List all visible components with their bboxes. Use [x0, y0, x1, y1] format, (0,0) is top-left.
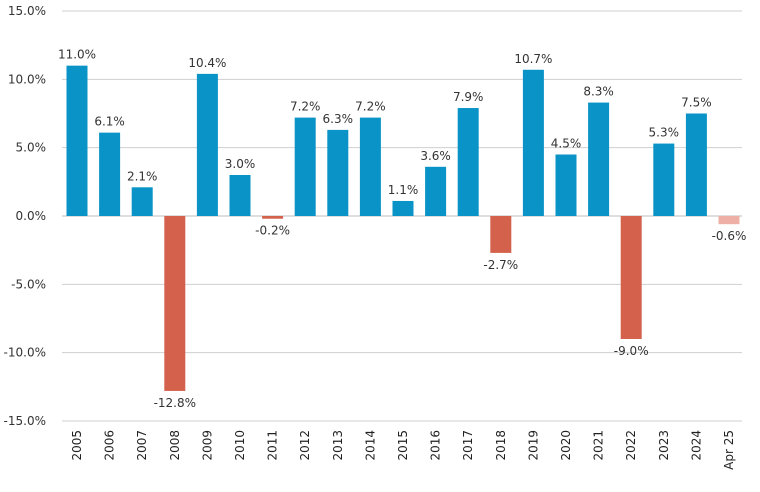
data-label: -0.6% [712, 229, 747, 243]
bar [294, 117, 316, 216]
bar [196, 73, 218, 216]
y-tick-label: 15.0% [8, 4, 46, 18]
x-tick-label: 2017 [461, 430, 475, 461]
data-label: 2.1% [127, 169, 158, 183]
x-tick-label: 2016 [429, 430, 443, 461]
x-axis-ticks: 2005 2006 2007 2008 2009 2010 2011 2012 2013 2014… [70, 430, 736, 470]
data-label: 3.6% [420, 149, 451, 163]
data-label: 5.3% [649, 126, 680, 140]
data-label: 7.2% [355, 100, 386, 114]
x-tick-label: 2006 [103, 430, 117, 461]
y-tick-label: -5.0% [11, 277, 46, 291]
bar [131, 187, 153, 216]
data-label: 10.7% [514, 52, 552, 66]
x-tick-label: 2009 [200, 430, 214, 461]
data-label: -9.0% [614, 344, 649, 358]
data-label: 7.9% [453, 90, 484, 104]
x-tick-label: 2010 [233, 430, 247, 461]
data-label: 4.5% [551, 137, 582, 151]
bar [588, 102, 610, 216]
data-labels: 11.0% 6.1% 2.1% -12.8% 10.4% 3.0% -0.2% 7.2%6.3… [58, 48, 746, 410]
y-tick-label: 10.0% [8, 72, 46, 86]
x-tick-label: 2014 [363, 430, 377, 461]
x-tick-label: 2019 [526, 430, 540, 461]
bar [164, 216, 186, 391]
data-label: -12.8% [154, 396, 196, 410]
y-tick-label: 5.0% [16, 141, 47, 155]
x-tick-label: 2018 [494, 430, 508, 461]
x-tick-label: 2008 [168, 430, 182, 461]
data-label: 6.3% [323, 112, 354, 126]
y-tick-label: -10.0% [4, 346, 46, 360]
x-tick-label: 2015 [396, 430, 410, 461]
bar [457, 108, 479, 216]
bar [620, 216, 642, 339]
bar [718, 216, 740, 225]
y-tick-label: -15.0% [4, 414, 46, 428]
y-axis-ticks: 15.0% 10.0% 5.0% 0.0% -5.0% -10.0% -15.0% [4, 4, 46, 428]
bar [359, 117, 381, 216]
bar [490, 216, 512, 253]
x-tick-label: 2013 [331, 430, 345, 461]
x-tick-label: 2020 [559, 430, 573, 461]
data-label: 7.2% [290, 100, 321, 114]
bar [425, 166, 447, 216]
x-tick-label: 2023 [657, 430, 671, 461]
x-tick-label: 2007 [135, 430, 149, 461]
x-tick-label: 2011 [266, 430, 280, 461]
bar [262, 216, 284, 219]
bar [555, 154, 577, 216]
bar [392, 200, 414, 216]
data-label: 3.0% [225, 157, 256, 171]
bar [99, 132, 121, 216]
data-label: -0.2% [255, 224, 290, 238]
data-label: 1.1% [388, 183, 419, 197]
x-tick-label: 2005 [70, 430, 84, 461]
bar [522, 69, 544, 217]
bar [229, 175, 251, 216]
x-tick-label: 2024 [689, 430, 703, 461]
bar [327, 129, 349, 216]
bars [66, 65, 740, 391]
data-label: 11.0% [58, 48, 96, 62]
bar [653, 143, 675, 216]
x-tick-label: 2021 [592, 430, 606, 461]
bar [66, 65, 88, 217]
x-tick-label: Apr 25 [722, 430, 736, 470]
data-label: 8.3% [583, 85, 614, 99]
x-tick-label: 2012 [298, 430, 312, 461]
data-label: 6.1% [94, 115, 125, 129]
data-label: 7.5% [681, 96, 712, 110]
x-tick-label: 2022 [624, 430, 638, 461]
data-label: -2.7% [483, 258, 518, 272]
bar [685, 113, 707, 216]
y-tick-label: 0.0% [16, 209, 47, 223]
data-label: 10.4% [188, 56, 226, 70]
